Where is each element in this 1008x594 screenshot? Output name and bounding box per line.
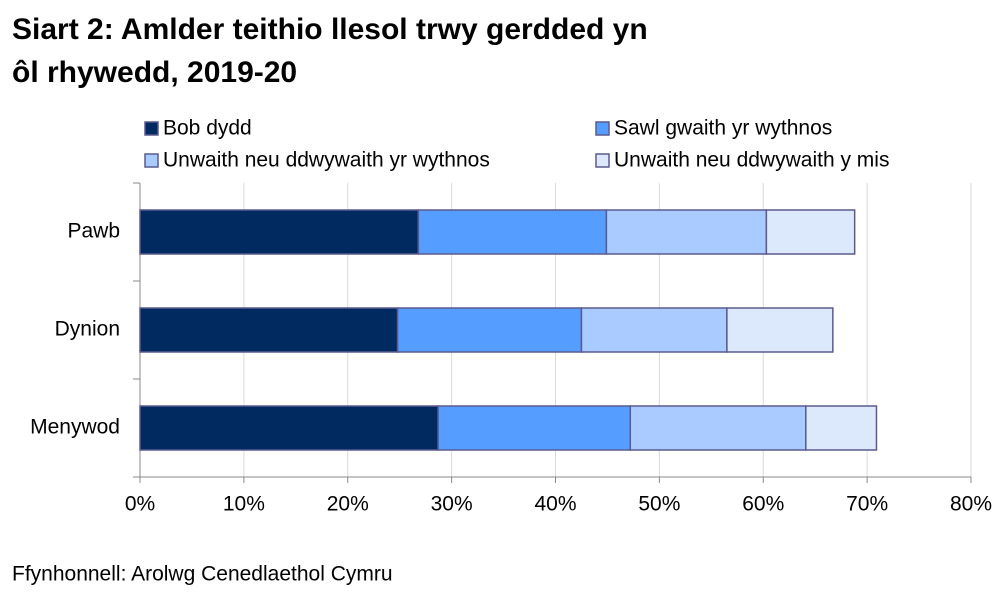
- legend-label: Unwaith neu ddwywaith yr wythnos: [163, 149, 490, 172]
- y-tick-label: Pawb: [67, 220, 120, 243]
- y-tick-label: Menywod: [30, 416, 120, 439]
- bar-segment: [629, 405, 807, 451]
- legend-label: Bob dydd: [163, 117, 252, 140]
- legend-swatch: [144, 121, 159, 136]
- legend-swatch: [595, 121, 610, 136]
- bar-segment: [605, 209, 768, 255]
- bar-segment: [417, 209, 608, 255]
- x-tick-label: 30%: [431, 493, 473, 516]
- chart-title: Siart 2: Amlder teithio llesol trwy gerd…: [12, 13, 648, 89]
- x-tick-label: 60%: [742, 493, 784, 516]
- bar-segment: [765, 209, 856, 255]
- legend-label: Unwaith neu ddwywaith y mis: [614, 149, 889, 172]
- y-tick-label: Dynion: [55, 318, 120, 341]
- x-tick-label: 40%: [534, 493, 576, 516]
- x-tick-label: 50%: [638, 493, 680, 516]
- bar-segment: [139, 209, 420, 255]
- bar-segment: [139, 405, 439, 451]
- bar-segment: [139, 307, 399, 353]
- source: Ffynhonnell: Arolwg Cenedlaethol Cymru: [12, 563, 393, 586]
- x-tick-label: 10%: [223, 493, 265, 516]
- x-tick-label: 20%: [327, 493, 369, 516]
- bar-segment: [726, 307, 834, 353]
- legend-swatch: [144, 153, 159, 168]
- x-tick-label: 80%: [950, 493, 992, 516]
- bar-segment: [396, 307, 583, 353]
- x-tick-label: 0%: [125, 493, 155, 516]
- bar-segment: [580, 307, 728, 353]
- legend-swatch: [595, 153, 610, 168]
- legend-label: Sawl gwaith yr wythnos: [614, 117, 832, 140]
- bar-segment: [805, 405, 878, 451]
- x-tick-label: 70%: [846, 493, 888, 516]
- bar-segment: [437, 405, 632, 451]
